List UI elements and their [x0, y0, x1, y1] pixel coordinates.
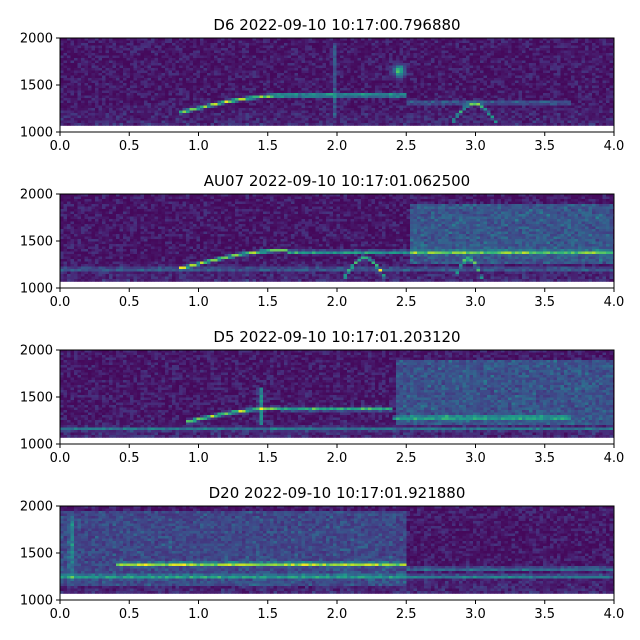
y-tick-label: 1000	[20, 438, 53, 453]
spectrogram-panel: D5 2022-09-10 10:17:01.203120 0.0 0.5 1.0 1.…	[20, 328, 624, 466]
x-tick-label: 1.0	[188, 607, 209, 622]
x-tick-label: 1.5	[257, 607, 278, 622]
x-tick-label: 0.5	[119, 451, 140, 466]
x-tick-label: 3.5	[534, 295, 555, 310]
y-tick-label: 1000	[20, 282, 53, 297]
y-tick-label: 1000	[20, 594, 53, 609]
spectrogram-heatmap	[60, 350, 614, 438]
x-tick-label: 0.0	[50, 451, 71, 466]
y-tick-label: 2000	[20, 32, 53, 47]
x-tick-label: 4.0	[604, 139, 625, 154]
panel-title: D5 2022-09-10 10:17:01.203120	[213, 328, 460, 346]
x-tick-label: 0.5	[119, 295, 140, 310]
x-tick-label: 1.0	[188, 451, 209, 466]
y-tick-label: 1500	[20, 391, 53, 406]
spectrogram-panel: AU07 2022-09-10 10:17:01.062500 0.0 0.5 1.0…	[20, 172, 624, 310]
x-tick-label: 1.0	[188, 139, 209, 154]
panel-title: D20 2022-09-10 10:17:01.921880	[209, 484, 466, 502]
x-tick-label: 1.5	[257, 451, 278, 466]
x-tick-label: 2.0	[327, 451, 348, 466]
x-tick-label: 2.5	[396, 139, 417, 154]
x-tick-label: 3.0	[465, 139, 486, 154]
x-tick-label: 3.5	[534, 139, 555, 154]
x-tick-label: 2.0	[327, 607, 348, 622]
x-tick-label: 4.0	[604, 607, 625, 622]
y-tick-label: 1500	[20, 79, 53, 94]
spectrogram-heatmap	[60, 194, 614, 282]
x-tick-label: 0.0	[50, 295, 71, 310]
spectrogram-heatmap	[60, 506, 614, 594]
panel-title: D6 2022-09-10 10:17:00.796880	[213, 16, 460, 34]
x-tick-label: 1.0	[188, 295, 209, 310]
spectrogram-panel: D6 2022-09-10 10:17:00.796880 0.0 0.5 1.0 1.…	[20, 16, 624, 154]
x-tick-label: 2.5	[396, 451, 417, 466]
x-tick-label: 2.0	[327, 295, 348, 310]
x-tick-label: 0.5	[119, 139, 140, 154]
x-tick-label: 0.0	[50, 607, 71, 622]
y-tick-label: 2000	[20, 500, 53, 515]
x-tick-label: 0.5	[119, 607, 140, 622]
x-tick-label: 2.5	[396, 607, 417, 622]
x-tick-label: 4.0	[604, 451, 625, 466]
y-tick-label: 1500	[20, 235, 53, 250]
x-tick-label: 3.0	[465, 607, 486, 622]
x-tick-label: 3.5	[534, 451, 555, 466]
x-tick-label: 2.0	[327, 139, 348, 154]
y-tick-label: 1000	[20, 126, 53, 141]
x-tick-label: 3.0	[465, 295, 486, 310]
x-tick-label: 3.0	[465, 451, 486, 466]
x-tick-label: 1.5	[257, 139, 278, 154]
spectrogram-heatmap	[60, 38, 614, 126]
x-tick-label: 2.5	[396, 295, 417, 310]
y-tick-label: 1500	[20, 547, 53, 562]
x-tick-label: 0.0	[50, 139, 71, 154]
spectrogram-panel: D20 2022-09-10 10:17:01.921880 0.0 0.5 1.0 1…	[20, 484, 624, 622]
panel-title: AU07 2022-09-10 10:17:01.062500	[204, 172, 470, 190]
y-tick-label: 2000	[20, 188, 53, 203]
y-tick-label: 2000	[20, 344, 53, 359]
x-tick-label: 4.0	[604, 295, 625, 310]
x-tick-label: 1.5	[257, 295, 278, 310]
x-tick-label: 3.5	[534, 607, 555, 622]
